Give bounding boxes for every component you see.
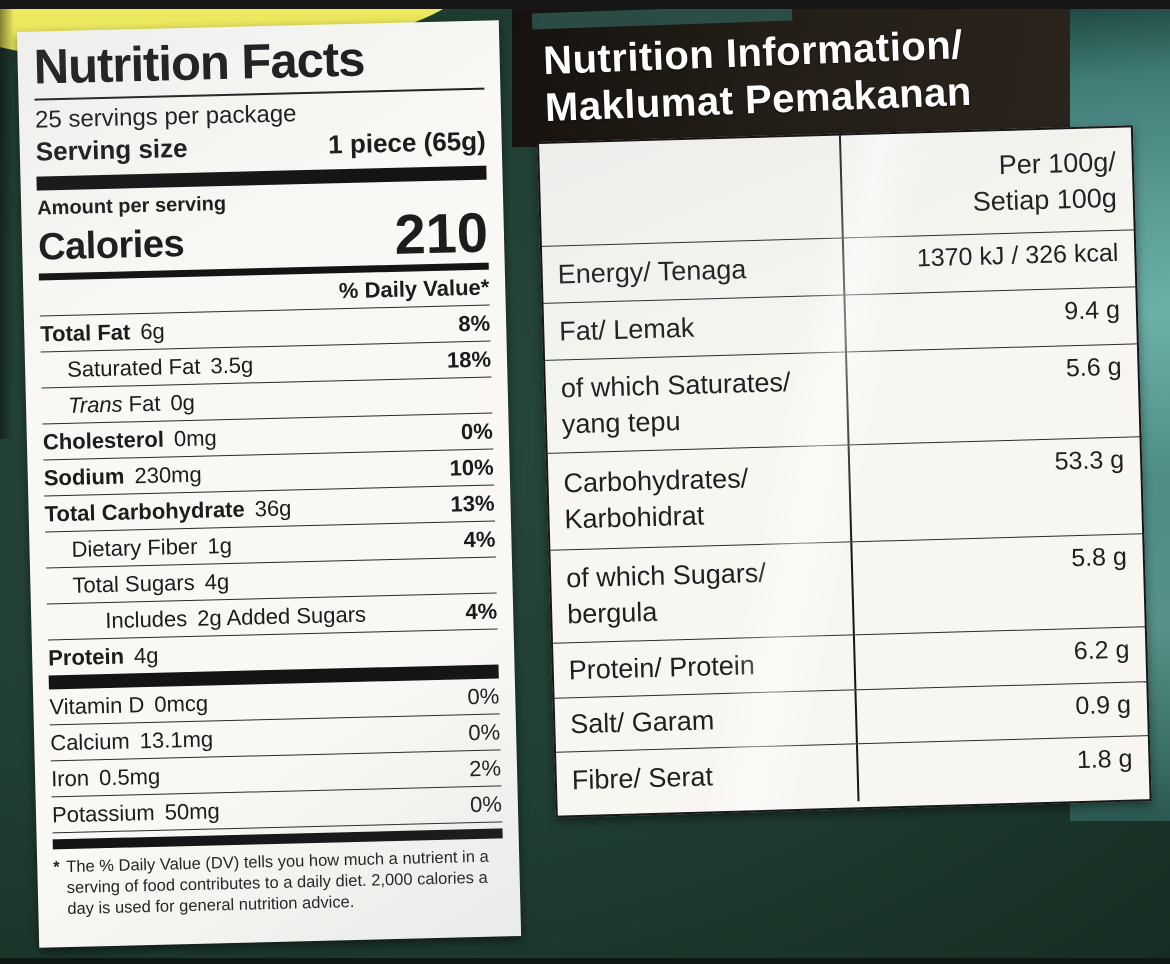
row-label: Protein/ Protein [553, 635, 857, 698]
row-value: 5.8 g [1070, 542, 1128, 573]
nutrient-dv: 10% [449, 454, 494, 481]
package-bottom-strip [0, 958, 1170, 964]
nutrition-information-title: Nutrition Information/ Maklumat Pemakana… [542, 22, 972, 133]
table-row-carbohydrates: Carbohydrates/ Karbohidrat 53.3 g [547, 436, 1143, 550]
row-value: 53.3 g [1054, 445, 1125, 476]
nutrient-name: Total Sugars [72, 569, 195, 598]
serving-size-value: 1 piece (65g) [327, 125, 487, 160]
nutrient-name: Cholesterol [42, 426, 165, 455]
row-label-line1: Fat/ Lemak [558, 312, 695, 347]
row-label: Fat/ Lemak [543, 295, 847, 360]
nutrient-name: Sodium [43, 463, 125, 491]
table-row-sugars: of which Sugars/ bergula 5.8 g [550, 533, 1145, 643]
nutrient-name: Dietary Fiber [71, 533, 198, 562]
row-label-line1: Energy/ Tenaga [557, 253, 747, 290]
nutrient-name: Fat [128, 390, 161, 417]
nutrient-amount: 3.5g [210, 352, 254, 379]
row-value: 9.4 g [1063, 295, 1121, 326]
nutrient-amount: 6g [139, 318, 166, 345]
row-label: of which Sugars/ bergula [550, 542, 855, 643]
row-label: of which Saturates/ yang tepu [545, 352, 850, 453]
nutrient-amount: 50mg [164, 797, 221, 825]
table-row-saturates: of which Saturates/ yang tepu 5.6 g [545, 343, 1140, 453]
row-label: Salt/ Garam [554, 690, 858, 752]
nutrient-dv: 2% [468, 755, 502, 781]
nutrient-name: Total Fat [39, 319, 131, 347]
row-label: Energy/ Tenaga [541, 238, 846, 303]
nutrient-dv: 4% [465, 598, 498, 625]
daily-value-footnote: * The % Daily Value (DV) tells you how m… [53, 838, 505, 920]
nutrient-amount: 4g [133, 642, 159, 669]
nutrition-information-table: Per 100g/ Setiap 100g Energy/ Tenaga 137… [537, 125, 1152, 818]
nutrient-amount: 0mg [173, 425, 217, 452]
row-label-line1: Salt/ Garam [569, 705, 715, 740]
nutrition-information-header-background [512, 9, 1078, 147]
row-label-line2: bergula [566, 596, 658, 630]
nutrient-amount: 4g [204, 568, 230, 595]
nutrition-facts-label: Nutrition Facts 25 servings per package … [16, 20, 522, 948]
nutrient-name: Protein [47, 643, 125, 671]
calories-value: 210 [393, 200, 489, 266]
row-label-line2: yang tepu [561, 406, 681, 440]
vitamins-section: Vitamin D 0mcg 0% Calcium 13.1mg 0% Iron… [48, 678, 503, 833]
row-label-line1: Protein/ Protein [568, 649, 756, 686]
row-label-line2: Karbohidrat [564, 500, 705, 535]
header-line-2: Setiap 100g [972, 183, 1118, 218]
nutrition-facts-title: Nutrition Facts [33, 32, 366, 95]
row-label: Fibre/ Serat [556, 744, 860, 810]
nutrient-amount: 13.1mg [139, 726, 214, 753]
row-label: Carbohydrates/ Karbohidrat [547, 445, 853, 550]
nutrient-name: Calcium [49, 728, 131, 756]
nutrient-name: Includes [104, 605, 188, 633]
nutrient-dv: 18% [446, 346, 492, 373]
nutrient-name: Saturated Fat [66, 353, 201, 383]
per-100g-header: Per 100g/ Setiap 100g [841, 127, 1134, 237]
nutrient-name: Vitamin D [49, 691, 145, 720]
nutrient-amount: 2g Added Sugars [196, 601, 367, 631]
nutrient-name: Potassium [51, 799, 156, 827]
nutrient-amount: 230mg [134, 461, 202, 489]
header-label-cell [539, 135, 844, 246]
row-value: 1370 kJ / 326 kcal [916, 238, 1119, 273]
nutrient-name: Total Carbohydrate [44, 496, 245, 527]
row-value: 0.9 g [1074, 690, 1132, 721]
calories-label: Calories [37, 223, 185, 269]
nutrient-dv: 8% [458, 310, 491, 337]
row-value: 6.2 g [1073, 635, 1130, 666]
package-fold-shadow [0, 9, 14, 439]
nutrient-name-italic: Trans [67, 391, 123, 418]
nutrient-dv: 0% [468, 719, 501, 745]
nutrient-amount: 0.5mg [98, 763, 161, 790]
footnote-text: The % Daily Value (DV) tells you how muc… [66, 847, 489, 918]
nutrient-amount: 0g [170, 389, 196, 416]
row-label-line1: Fibre/ Serat [571, 761, 714, 796]
package-top-strip [0, 0, 1170, 9]
table-header-row: Per 100g/ Setiap 100g [539, 127, 1134, 246]
serving-size-label: Serving size [35, 132, 188, 167]
nutrient-dv: 4% [463, 526, 496, 553]
nutrient-dv: 0% [467, 683, 500, 709]
row-value: 5.6 g [1065, 352, 1122, 383]
nutrient-dv: 13% [450, 490, 495, 517]
nutrient-amount: 36g [254, 495, 292, 522]
nutrient-dv: 0% [469, 790, 503, 817]
nutrient-dv: 0% [460, 418, 494, 445]
nutrient-amount: 1g [207, 532, 233, 559]
nutrient-amount: 0mcg [154, 690, 209, 717]
nutrient-name: Iron [50, 765, 90, 792]
row-value: 1.8 g [1076, 744, 1133, 775]
